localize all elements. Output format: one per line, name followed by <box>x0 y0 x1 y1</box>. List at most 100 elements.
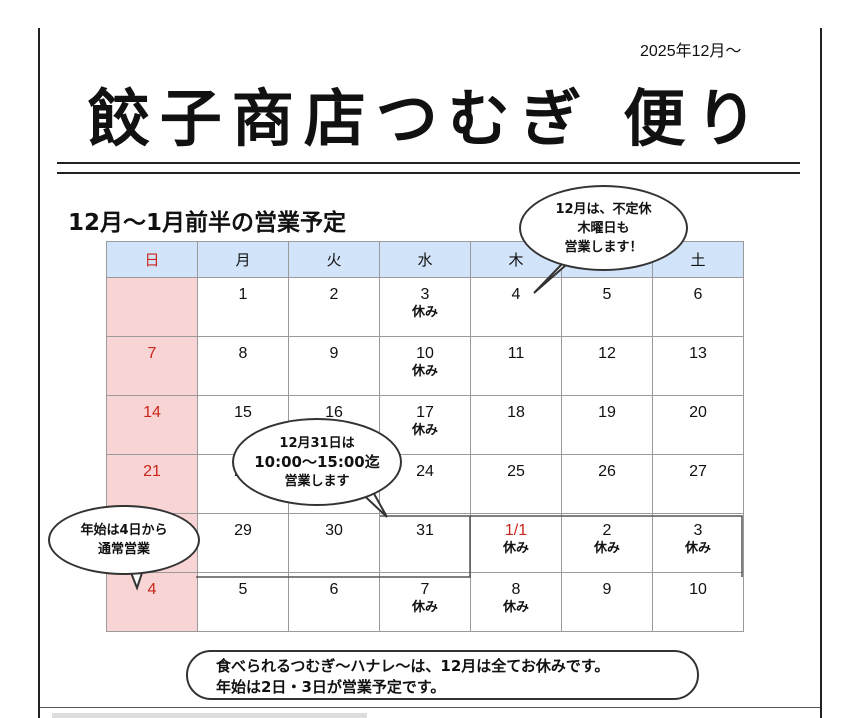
calendar-day-cell: 20 <box>652 395 744 455</box>
holiday-label: 休み <box>411 305 438 320</box>
calendar-day-cell: 2 休み <box>561 513 653 573</box>
thursday-bubble-line3: 営業します！ <box>564 239 643 255</box>
calendar-day-cell: 30 <box>288 513 380 573</box>
day-number: 11 <box>507 345 525 362</box>
day-number: 27 <box>689 463 707 480</box>
calendar-week-row: 4 5 6 7 休み 8 休み 9 10 <box>106 572 744 632</box>
calendar-day-cell: 6 <box>288 572 380 632</box>
calendar-day-cell: 27 <box>652 454 744 514</box>
holiday-label: 休み <box>593 541 620 556</box>
day-number: 31 <box>416 522 434 539</box>
day-number: 30 <box>325 522 343 539</box>
thursday-open-bubble: 12月は、不定休 木曜日も 営業します！ <box>519 185 688 271</box>
day-number: 24 <box>416 463 434 480</box>
calendar-day-cell: 3 休み <box>379 277 471 337</box>
day-number: 10 <box>416 345 434 362</box>
day-number: 1 <box>238 286 248 303</box>
day-number: 2 <box>602 522 612 539</box>
holiday-label: 休み <box>502 600 529 615</box>
calendar-day-cell: 2 <box>288 277 380 337</box>
footer-divider <box>40 707 820 708</box>
calendar-day-cell: 7 <box>106 336 198 396</box>
day-number: 15 <box>234 404 252 421</box>
title-divider-bottom <box>57 172 800 174</box>
calendar-day-cell: 10 <box>652 572 744 632</box>
calendar-day-cell: 17 休み <box>379 395 471 455</box>
issue-date: 2025年12月〜 <box>640 43 742 60</box>
hanare-notice: 食べられるつむぎ〜ハナレ〜は、12月は全てお休みです。 年始は2日・3日が営業予… <box>186 650 699 700</box>
calendar-week-row: 7 8 9 10 休み 11 12 13 <box>106 336 744 396</box>
calendar-day-cell: 4 <box>470 277 562 337</box>
calendar-day-cell: 8 休み <box>470 572 562 632</box>
day-number: 13 <box>689 345 707 362</box>
calendar-day-cell: 18 <box>470 395 562 455</box>
business-calendar: 日 月 火 水 木 金 土 123休み45678910休み11121314151… <box>106 241 744 632</box>
newyear-bubble-line2: 通常営業 <box>97 542 150 557</box>
left-border-line <box>38 28 40 718</box>
newsletter-title: 餃子商店つむぎ 便り <box>87 82 768 155</box>
footer-gray-strip <box>52 713 367 718</box>
new-year-bubble: 年始は4日から 通常営業 <box>48 505 200 575</box>
day-number: 8 <box>238 345 248 362</box>
calendar-week-row: 1 2 3 休み 4 5 6 <box>106 277 744 337</box>
calendar-day-cell: 1/1 休み <box>470 513 562 573</box>
calendar-day-cell: 9 <box>288 336 380 396</box>
calendar-day-cell <box>106 277 198 337</box>
weekday-header-row: 日 月 火 水 木 金 土 <box>106 241 744 278</box>
day-number: 26 <box>598 463 616 480</box>
calendar-day-cell: 3 休み <box>652 513 744 573</box>
notice-line2: 年始は2日・3日が営業予定です。 <box>216 678 446 696</box>
holiday-label: 休み <box>411 423 438 438</box>
day-number: 7 <box>147 345 157 362</box>
day-number: 5 <box>602 286 612 303</box>
dec31-hours-bubble: 12月31日は 10:00〜15:00迄 営業します <box>232 418 402 506</box>
right-border-line <box>820 28 822 718</box>
day-number: 9 <box>602 581 612 598</box>
calendar-day-cell: 5 <box>197 572 289 632</box>
day-number: 6 <box>693 286 703 303</box>
calendar-day-cell: 31 <box>379 513 471 573</box>
thursday-bubble-line1: 12月は、不定休 <box>555 201 652 217</box>
day-number: 1/1 <box>504 522 528 539</box>
holiday-label: 休み <box>411 364 438 379</box>
day-number: 29 <box>234 522 252 539</box>
weekday-wed: 水 <box>379 241 471 278</box>
day-number: 9 <box>329 345 339 362</box>
calendar-day-cell: 21 <box>106 454 198 514</box>
calendar-day-cell: 26 <box>561 454 653 514</box>
day-number: 10 <box>689 581 707 598</box>
day-number: 21 <box>143 463 161 480</box>
day-number: 19 <box>598 404 616 421</box>
day-number: 14 <box>143 404 161 421</box>
schedule-heading: 12月〜1月前半の営業予定 <box>68 210 347 236</box>
day-number: 17 <box>416 404 434 421</box>
day-number: 8 <box>511 581 521 598</box>
day-number: 12 <box>598 345 616 362</box>
holiday-label: 休み <box>411 600 438 615</box>
calendar-day-cell: 8 <box>197 336 289 396</box>
day-number: 7 <box>420 581 430 598</box>
calendar-day-cell: 1 <box>197 277 289 337</box>
day-number: 6 <box>329 581 339 598</box>
holiday-label: 休み <box>684 541 711 556</box>
day-number: 4 <box>147 581 157 598</box>
holiday-label: 休み <box>502 541 529 556</box>
day-number: 18 <box>507 404 525 421</box>
calendar-day-cell: 4 <box>106 572 198 632</box>
dec31-bubble-line3: 営業します <box>284 473 350 489</box>
day-number: 3 <box>693 522 703 539</box>
day-number: 20 <box>689 404 707 421</box>
calendar-day-cell: 19 <box>561 395 653 455</box>
day-number: 2 <box>329 286 339 303</box>
calendar-day-cell: 13 <box>652 336 744 396</box>
calendar-day-cell: 14 <box>106 395 198 455</box>
calendar-day-cell: 10 休み <box>379 336 471 396</box>
day-number: 16 <box>325 404 343 421</box>
thursday-bubble-line2: 木曜日も <box>577 220 630 236</box>
calendar-day-cell: 9 <box>561 572 653 632</box>
day-number: 3 <box>420 286 430 303</box>
calendar-day-cell: 6 <box>652 277 744 337</box>
day-number: 4 <box>511 286 521 303</box>
title-divider-top <box>57 162 800 164</box>
